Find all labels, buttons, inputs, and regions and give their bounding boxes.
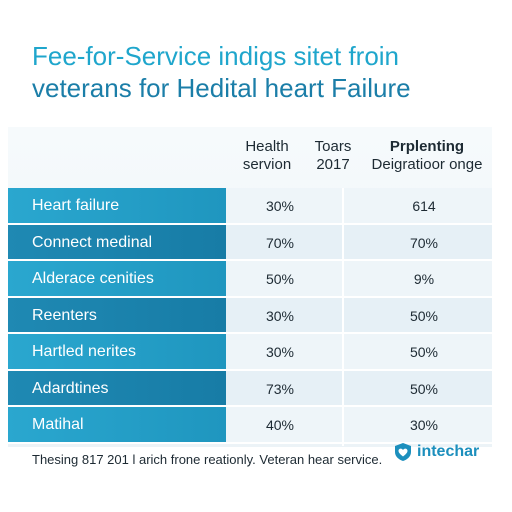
row-value-health: 30%	[265, 198, 295, 214]
row-data-background	[226, 370, 492, 407]
brand-name: intechar	[417, 443, 480, 460]
column-header-tours: Toars 2017	[308, 138, 358, 174]
column-divider	[342, 188, 344, 446]
row-label: Adardtines	[8, 370, 226, 407]
row-value-health: 30%	[265, 344, 295, 360]
row-value-health: 30%	[265, 307, 295, 324]
page-title: Fee-for-Service indigs sitet froin veter…	[32, 40, 492, 104]
column-header-preplenting: Prplenting Deigratioor onge	[362, 138, 492, 174]
row-label: Heart failure	[8, 188, 226, 225]
heart-shield-icon	[395, 443, 411, 461]
table-row: Hartled nerites 30% 50%	[8, 334, 492, 371]
table-row: Reenters 30% 50%	[8, 297, 492, 334]
row-label: Alderace cenities	[8, 261, 226, 298]
row-value-health: 40%	[265, 417, 295, 433]
table-row: Heart failure 30% 614	[8, 188, 492, 225]
row-value-health: 70%	[265, 234, 295, 251]
row-data-background	[226, 224, 492, 261]
row-value-preplenting: 50%	[409, 344, 439, 360]
table-row: Alderace cenities 50% 9%	[8, 261, 492, 298]
column-header-health-line-1: Health	[245, 138, 289, 155]
row-label: Matihal	[8, 407, 226, 444]
row-data-background	[226, 188, 492, 225]
column-header-health: Health servion	[226, 138, 308, 174]
row-value-health: 73%	[265, 380, 295, 397]
row-label: Connect medinal	[8, 224, 226, 261]
row-label: Hartled nerites	[8, 334, 226, 371]
column-header-health-line-2: servion	[242, 156, 292, 173]
row-data-background	[226, 261, 492, 298]
row-data-background	[226, 297, 492, 334]
table-row: Adardtines 73% 50%	[8, 370, 492, 407]
column-header-tours-line-1: Toars	[314, 138, 352, 155]
row-value-preplenting: 50%	[409, 307, 439, 324]
column-header-preplenting-line-1: Prplenting	[389, 138, 465, 155]
title-line-2: veterans for Hedital heart Failure	[32, 73, 411, 103]
row-value-preplenting: 30%	[409, 417, 439, 433]
brand-logo: intechar	[393, 441, 479, 463]
title-line-1: Fee-for-Service indigs sitet froin	[32, 41, 400, 71]
column-header-tours-line-2: 2017	[316, 156, 350, 173]
column-header-preplenting-line-2: Deigratioor onge	[371, 156, 483, 173]
footer-note: Thesing 817 201 l arich frone reationly.…	[32, 452, 383, 467]
row-label: Reenters	[8, 297, 226, 334]
row-value-preplenting: 614	[412, 198, 436, 214]
row-value-preplenting: 70%	[409, 234, 439, 251]
row-data-background	[226, 407, 492, 444]
data-table: Heart failure 30% 614 Connect medinal 70…	[8, 188, 492, 444]
table-row: Matihal 40% 30%	[8, 407, 492, 444]
table-row: Connect medinal 70% 70%	[8, 224, 492, 261]
row-data-background	[226, 334, 492, 371]
row-value-preplenting: 50%	[409, 380, 439, 397]
row-value-health: 50%	[265, 271, 295, 287]
row-value-preplenting: 9%	[413, 271, 435, 287]
